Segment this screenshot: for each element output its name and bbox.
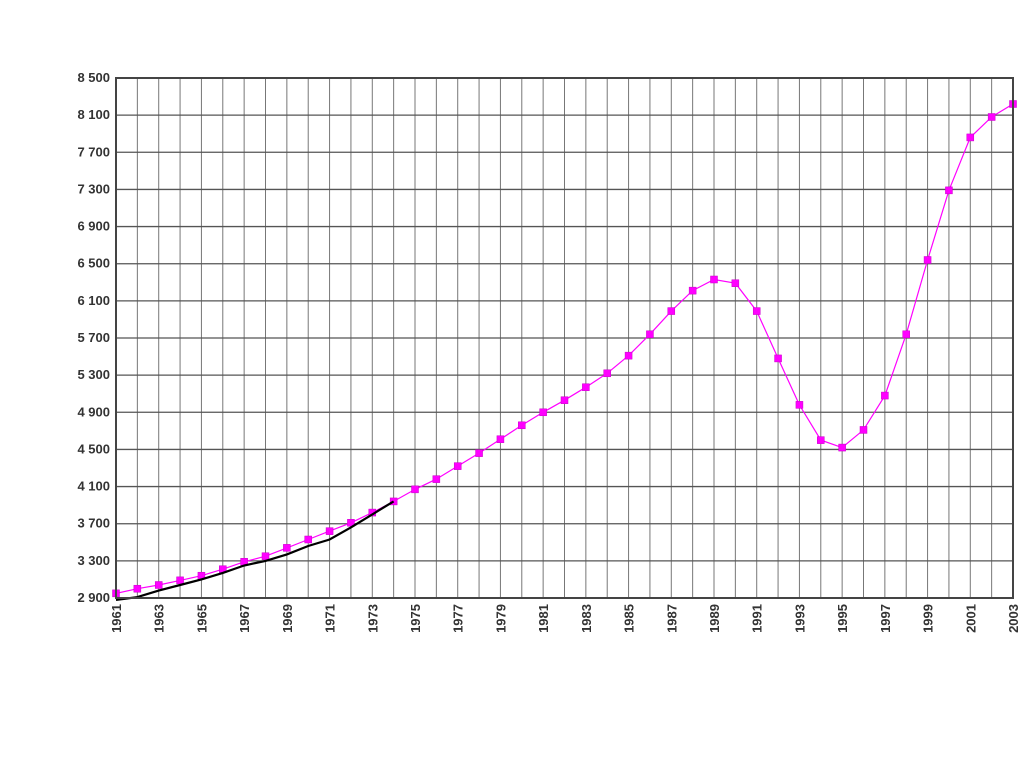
data-point-marker xyxy=(817,436,825,444)
x-tick-label: 1991 xyxy=(750,604,765,633)
x-tick-label: 1989 xyxy=(707,604,722,633)
data-point-marker xyxy=(710,275,718,284)
data-point-marker xyxy=(859,426,868,434)
data-point-marker xyxy=(966,133,975,142)
y-tick-label: 4 100 xyxy=(77,479,110,494)
x-tick-label: 1975 xyxy=(408,604,423,633)
y-tick-label: 8 100 xyxy=(77,107,110,122)
data-point-marker xyxy=(560,396,569,404)
data-point-marker xyxy=(539,408,547,417)
data-point-marker xyxy=(582,383,590,391)
x-tick-label: 1963 xyxy=(152,604,167,633)
y-axis-tick-labels: 2 900 3 300 3 700 4 100 4 500 4 900 5 300 5 700… xyxy=(77,70,110,605)
data-point-marker xyxy=(496,435,505,443)
y-tick-label: 4 900 xyxy=(77,404,110,419)
data-point-marker xyxy=(133,584,142,593)
data-point-marker xyxy=(475,449,483,457)
series-line xyxy=(115,500,395,601)
data-point-marker xyxy=(624,351,633,360)
x-tick-label: 1967 xyxy=(237,604,252,633)
y-tick-label: 6 500 xyxy=(77,256,110,271)
gridlines xyxy=(115,77,1014,599)
x-tick-label: 1969 xyxy=(280,604,295,633)
data-point-marker xyxy=(923,256,932,264)
y-tick-label: 7 700 xyxy=(77,144,110,159)
plot-area-border xyxy=(115,77,1014,599)
y-tick-label: 4 500 xyxy=(77,441,110,456)
x-tick-label: 1971 xyxy=(323,604,338,633)
data-point-marker xyxy=(795,401,804,409)
x-tick-label: 1973 xyxy=(365,604,380,633)
data-point-marker xyxy=(646,330,654,339)
data-point-marker xyxy=(603,369,611,378)
data-point-marker xyxy=(411,485,419,494)
x-axis-tick-labels: 1961 1963 1965 1967 1969 1971 1973 1975 1977 1979… xyxy=(109,604,1021,633)
y-tick-label: 6 900 xyxy=(77,219,110,234)
data-point-marker xyxy=(432,475,441,483)
data-point-marker xyxy=(667,307,676,315)
data-point-marker xyxy=(987,113,996,121)
data-point-marker xyxy=(838,443,846,452)
x-tick-label: 1987 xyxy=(664,604,679,633)
data-point-marker xyxy=(881,391,889,400)
data-point-marker xyxy=(154,581,163,589)
data-point-marker xyxy=(453,462,462,470)
y-tick-label: 3 300 xyxy=(77,553,110,568)
x-tick-label: 1979 xyxy=(493,604,508,633)
y-tick-label: 8 500 xyxy=(77,70,110,85)
x-tick-label: 1981 xyxy=(536,604,551,633)
y-tick-label: 3 700 xyxy=(77,516,110,531)
x-tick-label: 2001 xyxy=(963,604,978,633)
x-tick-label: 1983 xyxy=(579,604,594,633)
y-tick-label: 5 700 xyxy=(77,330,110,345)
data-point-marker xyxy=(902,330,910,339)
data-point-marker xyxy=(304,535,312,544)
x-tick-label: 1995 xyxy=(835,604,850,633)
x-tick-label: 1999 xyxy=(921,604,936,633)
x-tick-label: 1977 xyxy=(451,604,466,633)
data-point-marker xyxy=(325,527,334,535)
data-point-marker xyxy=(688,286,697,295)
y-tick-label: 5 300 xyxy=(77,367,110,382)
data-point-marker xyxy=(283,544,291,552)
y-tick-label: 7 300 xyxy=(77,181,110,196)
data-point-marker xyxy=(176,576,184,585)
x-tick-label: 1961 xyxy=(109,604,124,633)
x-tick-label: 1993 xyxy=(792,604,807,633)
data-point-marker xyxy=(945,186,953,195)
data-point-marker xyxy=(731,279,740,287)
x-tick-label: 2003 xyxy=(1006,604,1021,633)
data-point-marker xyxy=(774,354,782,363)
y-tick-label: 6 100 xyxy=(77,293,110,308)
x-tick-label: 1985 xyxy=(622,604,637,633)
data-point-marker xyxy=(261,552,270,560)
x-tick-label: 1997 xyxy=(878,604,893,633)
x-tick-label: 1965 xyxy=(194,604,209,633)
data-point-marker xyxy=(389,497,398,506)
y-tick-label: 2 900 xyxy=(77,590,110,605)
data-point-marker xyxy=(752,307,761,315)
data-point-marker xyxy=(518,421,526,430)
